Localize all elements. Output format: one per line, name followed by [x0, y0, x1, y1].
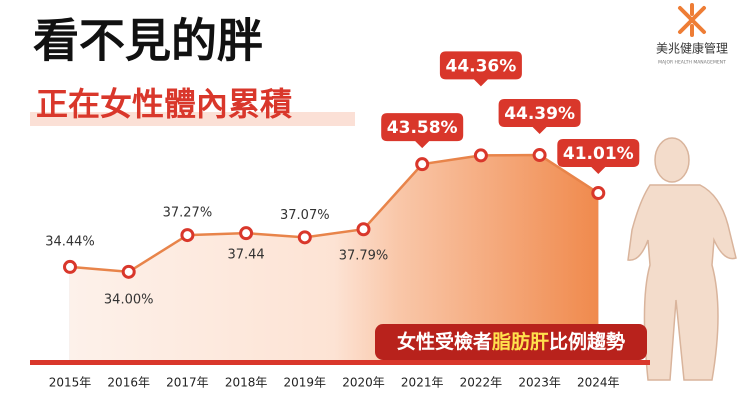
baseline-bar [30, 360, 650, 365]
data-point [473, 148, 488, 163]
value-label: 37.07% [280, 208, 330, 223]
data-point [121, 264, 136, 279]
logo-name: 美兆健康管理 [656, 41, 728, 56]
subtitle: 正在女性體內累積 [36, 85, 292, 123]
x-tick-label: 2023年 [518, 376, 561, 390]
line [69, 153, 599, 274]
value-label: 41.01% [563, 144, 634, 164]
data-point [63, 259, 77, 274]
x-tick-label: 2016年 [107, 376, 150, 390]
callout [498, 99, 581, 135]
data-point [297, 230, 312, 245]
data-point [415, 157, 430, 172]
banner-highlight: 脂肪肝 [492, 330, 549, 353]
value-label: 44.36% [445, 56, 516, 76]
plot: 34.44% 34.00% 37.27% 37.44 37.07% 37.79% 43.58… [45, 51, 640, 390]
x-tick-label: 2022年 [460, 376, 503, 390]
data-point [356, 222, 371, 237]
value-label: 44.39% [504, 104, 575, 124]
x-tick-label: 2020年 [342, 376, 385, 390]
subtitle-underline [30, 112, 355, 126]
callout [557, 139, 640, 175]
value-label: 43.58% [387, 118, 458, 138]
logo-tagline: MAJOR HEALTH MANAGEMENT [658, 60, 726, 66]
callout [439, 51, 522, 87]
x-tick-label: 2019年 [284, 376, 327, 390]
banner-text: 女性受檢者脂肪肝比例趨勢 [397, 330, 625, 353]
banner-suffix: 比例趨勢 [549, 330, 625, 353]
banner-prefix: 女性受檢者 [397, 330, 492, 353]
value-label: 34.00% [104, 292, 154, 307]
data-point [239, 226, 254, 241]
data-point [180, 228, 195, 243]
value-label: 34.44% [45, 234, 95, 249]
x-tick-label: 2015年 [49, 376, 92, 390]
data-point [532, 148, 547, 163]
logo-icon [678, 3, 706, 37]
figure-illustration [627, 137, 737, 381]
value-label: 37.27% [163, 206, 213, 221]
area [70, 155, 599, 360]
x-tick-label: 2021年 [401, 376, 444, 390]
value-label: 37.44 [227, 248, 264, 263]
data-point [591, 186, 606, 201]
banner [375, 324, 647, 360]
x-tick-label: 2017年 [166, 376, 209, 390]
x-tick-label: 2024年 [577, 376, 620, 390]
callout [381, 113, 464, 149]
x-tick-label: 2018年 [225, 376, 268, 390]
value-label: 37.79% [339, 249, 389, 264]
title: 看不見的胖 [33, 14, 263, 68]
